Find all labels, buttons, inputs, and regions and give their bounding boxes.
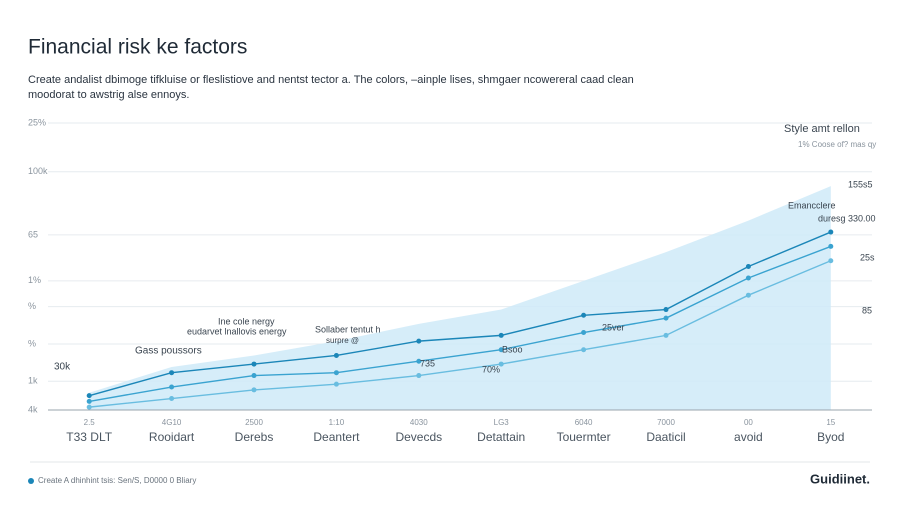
chart-title: Financial risk ke factors <box>28 36 247 59</box>
point <box>333 352 339 358</box>
point <box>581 347 587 353</box>
x-tick-label: avoid <box>734 430 763 444</box>
x-sub-label: 15 <box>826 418 835 427</box>
x-tick-label: Deantert <box>313 430 360 444</box>
point <box>86 393 92 399</box>
area <box>89 186 831 410</box>
y-tick-label: 25% <box>28 117 46 127</box>
point <box>745 275 751 281</box>
subtitle: moodorat to awstrig alse ennoys. <box>28 89 189 101</box>
point <box>416 358 422 364</box>
series-line <box>89 260 832 408</box>
x-tick-label: Devecds <box>395 430 442 444</box>
annotation: 30k <box>54 362 71 373</box>
point <box>333 381 339 387</box>
x-tick-label: Byod <box>817 430 844 444</box>
x-sub-label: 4030 <box>410 418 428 427</box>
y-tick-label: 1k <box>28 376 38 386</box>
point <box>498 361 504 367</box>
annotation: 25ver <box>602 322 625 332</box>
annotation: Sollaber tentut h <box>315 324 381 334</box>
y-tick-label: 65 <box>28 229 38 239</box>
point <box>745 292 751 298</box>
y-tick-label: 1% <box>28 275 41 285</box>
x-sub-label: LG3 <box>494 418 510 427</box>
x-tick-label: Detattain <box>477 430 525 444</box>
annotation: Ine cole nergy <box>218 316 275 326</box>
point <box>416 373 422 379</box>
annotation: surpre @ <box>326 336 359 345</box>
x-sub-label: 2500 <box>245 418 263 427</box>
annotation: Emancclere <box>788 200 836 210</box>
point <box>169 370 175 376</box>
annotation: 70% <box>482 364 500 374</box>
y-tick-label: 100k <box>28 166 48 176</box>
point <box>86 404 92 410</box>
x-tick-label: Daaticil <box>646 430 685 444</box>
point <box>828 229 834 235</box>
point <box>498 347 504 353</box>
point <box>663 332 669 338</box>
x-sub-label: 7000 <box>657 418 675 427</box>
point <box>498 332 504 338</box>
annotation: 1% Coose of? mas qy <box>798 140 876 149</box>
x-sub-label: 00 <box>744 418 753 427</box>
point <box>251 387 257 393</box>
point <box>86 398 92 404</box>
annotation: 85 <box>862 305 872 315</box>
point <box>828 258 834 264</box>
x-tick-label: Rooidart <box>149 430 195 444</box>
annotation: eudarvet lnallovis energy <box>187 326 287 336</box>
x-sub-label: 4G10 <box>162 418 182 427</box>
point <box>581 330 587 336</box>
x-tick-label: T33 DLT <box>66 430 112 444</box>
annotation: duresg 330.00 <box>818 213 876 223</box>
x-sub-label: 1:10 <box>329 418 345 427</box>
x-tick-label: Touermter <box>557 430 611 444</box>
x-sub-label: 2.5 <box>84 418 96 427</box>
annotation: Style amt rellon <box>784 123 860 135</box>
x-sub-label: 6040 <box>575 418 593 427</box>
point <box>251 373 257 379</box>
x-tick-label: Derebs <box>235 430 274 444</box>
y-tick-label: % <box>28 338 36 348</box>
point <box>663 315 669 321</box>
point <box>581 312 587 318</box>
point <box>333 370 339 376</box>
annotation: Bsoo <box>502 344 523 354</box>
series-line <box>89 231 832 397</box>
point <box>169 384 175 390</box>
subtitle: Create andalist dbimoge tifkluise or fle… <box>28 74 634 86</box>
point <box>251 361 257 367</box>
annotation: 735 <box>420 358 435 368</box>
point <box>828 243 834 249</box>
point <box>169 396 175 402</box>
footer-dot <box>28 478 34 484</box>
y-tick-label: % <box>28 301 36 311</box>
annotation: 25s <box>860 252 875 262</box>
annotation: Gass poussors <box>135 346 202 357</box>
brand: Guidiinet. <box>810 471 870 486</box>
point <box>663 307 669 313</box>
point <box>745 264 751 269</box>
point <box>416 338 422 344</box>
annotation: 155s5 <box>848 179 873 189</box>
footer: Create A dhinhint tsis: Sen/S, D0000 0 B… <box>38 476 196 485</box>
y-tick-label: 4k <box>28 404 38 414</box>
series-line <box>89 245 832 403</box>
